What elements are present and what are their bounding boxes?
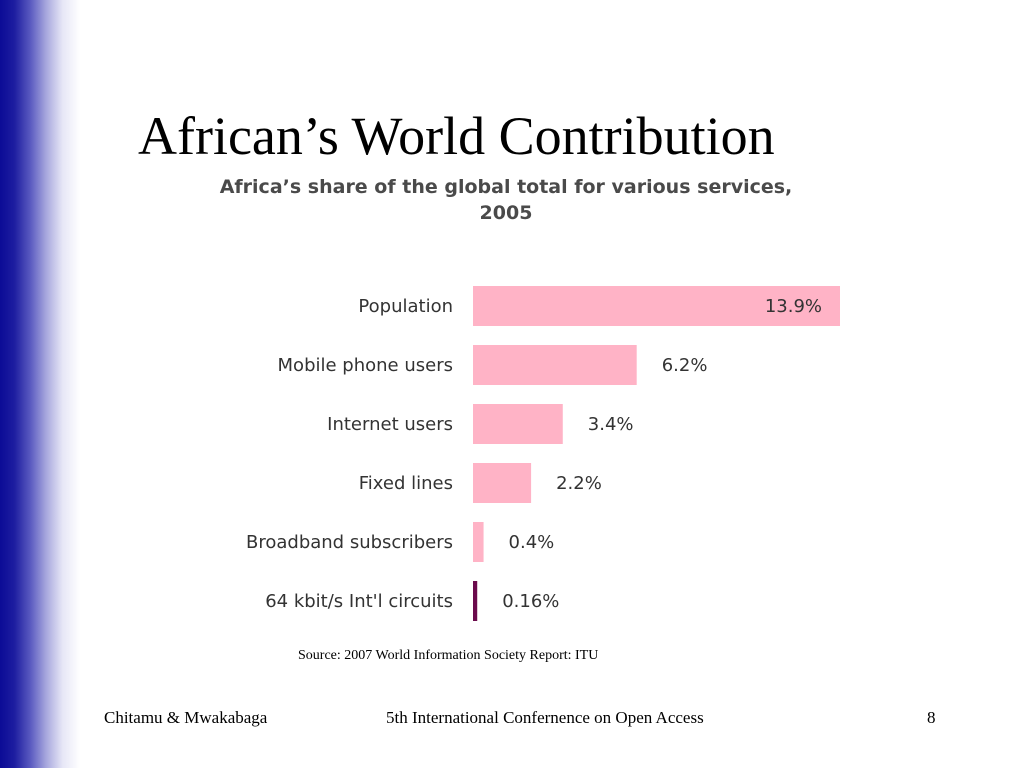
slide-title: African’s World Contribution	[138, 106, 775, 166]
bar-broadband-subscribers	[473, 522, 484, 562]
value-label-internet-users: 3.4%	[588, 414, 634, 435]
footer-conference: 5th International Confernence on Open Ac…	[386, 708, 704, 727]
category-label-population: Population	[358, 296, 453, 317]
bar-internet-users	[473, 404, 563, 444]
value-label-fixed-lines: 2.2%	[556, 473, 602, 494]
source-note: Source: 2007 World Information Society R…	[298, 648, 599, 663]
chart-title-line-2: 2005	[480, 202, 533, 224]
category-label-broadband-subscribers: Broadband subscribers	[246, 532, 453, 553]
bar-population	[473, 286, 840, 326]
bar-mobile-phone-users	[473, 345, 637, 385]
bar-fixed-lines	[473, 463, 532, 503]
value-label-mobile-phone-users: 6.2%	[662, 355, 708, 376]
value-label-broadband-subscribers: 0.4%	[509, 532, 555, 553]
bar-64-kbit-s-int-l-circuits	[473, 581, 478, 621]
side-gradient-bar	[0, 0, 80, 768]
chart: Africa’s share of the global total for v…	[220, 176, 840, 621]
footer-page-number: 8	[927, 708, 936, 727]
chart-bars: Population 13.9% Mobile phone users 6.2% Int…	[246, 286, 840, 621]
footer-authors: Chitamu & Mwakabaga	[104, 708, 268, 727]
value-label-64-kbit-s-int-l-circuits: 0.16%	[502, 591, 559, 612]
category-label-mobile-phone-users: Mobile phone users	[278, 355, 453, 376]
value-label-population: 13.9%	[765, 296, 822, 317]
category-label-internet-users: Internet users	[327, 414, 453, 435]
chart-title-line-1: Africa’s share of the global total for v…	[220, 176, 793, 198]
category-label-64-kbit-s-int-l-circuits: 64 kbit/s Int'l circuits	[265, 591, 453, 612]
category-label-fixed-lines: Fixed lines	[359, 473, 453, 494]
